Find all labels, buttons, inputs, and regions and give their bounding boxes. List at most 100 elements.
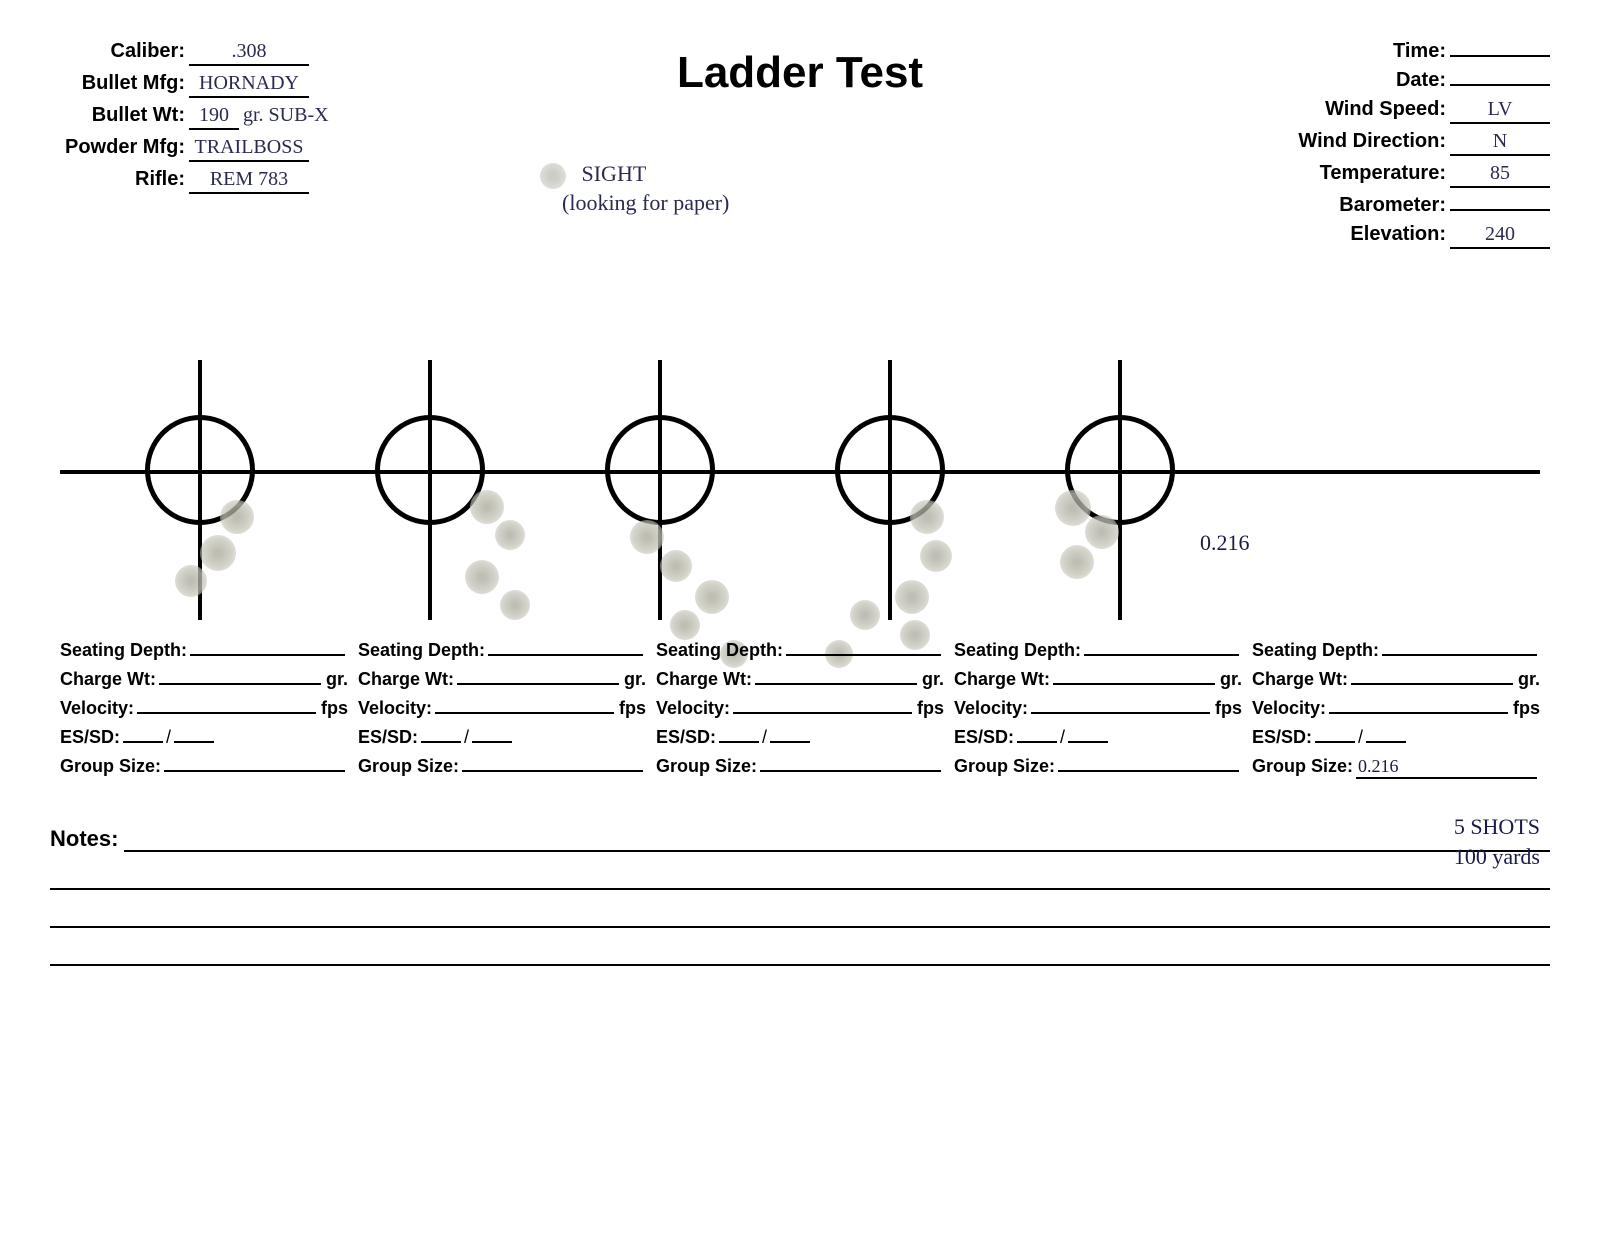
label-bullet-wt: Bullet Wt:: [50, 104, 185, 127]
row-essd: ES/SD:/: [358, 727, 646, 748]
bullet-hole: [670, 610, 700, 640]
field-elevation: Elevation: 240: [1276, 223, 1550, 249]
field-rifle: Rifle: REM 783: [50, 168, 390, 194]
row-seating-depth: Seating Depth:: [60, 640, 348, 661]
field-wind-speed: Wind Speed: LV: [1276, 98, 1550, 124]
row-group-size: Group Size:0.216: [1252, 756, 1540, 779]
right-fields: Time: Date: Wind Speed: LV Wind Directio…: [1210, 40, 1550, 249]
targets-area: 0.216: [60, 360, 1540, 620]
bullet-hole: [920, 540, 952, 572]
suffix-bullet-wt: gr. SUB-X: [243, 104, 329, 127]
row-essd: ES/SD:/: [1252, 727, 1540, 748]
row-essd: ES/SD:/: [954, 727, 1242, 748]
row-charge-wt: Charge Wt:gr.: [358, 669, 646, 690]
target-4: [825, 360, 955, 620]
data-column-2: Seating Depth: Charge Wt:gr. Velocity:fps E…: [358, 640, 646, 779]
field-bullet-mfg: Bullet Mfg: HORNADY: [50, 72, 390, 98]
row-seating-depth: Seating Depth:: [358, 640, 646, 661]
bullet-hole: [695, 580, 729, 614]
label-rifle: Rifle:: [50, 168, 185, 191]
target5-size-label: 0.216: [1200, 530, 1250, 556]
header-row: Caliber: .308 Bullet Mfg: HORNADY Bullet…: [50, 40, 1550, 249]
row-charge-wt: Charge Wt:gr.: [656, 669, 944, 690]
left-fields: Caliber: .308 Bullet Mfg: HORNADY Bullet…: [50, 40, 390, 194]
field-date: Date:: [1276, 69, 1550, 92]
value-rifle: REM 783: [189, 168, 309, 194]
row-group-size: Group Size:: [656, 756, 944, 777]
value-powder-mfg: TRAILBOSS: [189, 136, 309, 162]
smudge-icon: [540, 163, 566, 189]
row-velocity: Velocity:fps: [954, 698, 1242, 719]
bullet-hole: [220, 500, 254, 534]
row-seating-depth: Seating Depth:: [1252, 640, 1540, 661]
value-wind-direction: N: [1450, 130, 1550, 156]
notes-first-line: Notes:: [50, 820, 1550, 852]
value-temperature: 85: [1450, 162, 1550, 188]
value-caliber: .308: [189, 40, 309, 66]
bullet-hole: [470, 490, 504, 524]
value-bullet-wt: 190: [189, 104, 239, 130]
value-barometer: [1450, 208, 1550, 211]
bullet-hole: [895, 580, 929, 614]
row-charge-wt: Charge Wt:gr.: [1252, 669, 1540, 690]
bullet-hole: [910, 500, 944, 534]
bullet-hole: [1055, 490, 1091, 526]
data-column-5: Seating Depth: Charge Wt:gr. Velocity:fps E…: [1252, 640, 1540, 779]
bullet-hole: [1060, 545, 1094, 579]
field-caliber: Caliber: .308: [50, 40, 390, 66]
row-velocity: Velocity:fps: [60, 698, 348, 719]
notes-line-3: [50, 896, 1550, 928]
label-temperature: Temperature:: [1276, 162, 1446, 185]
label-powder-mfg: Powder Mfg:: [50, 136, 185, 159]
horizontal-line: [60, 470, 1540, 474]
row-group-size: Group Size:: [60, 756, 348, 777]
bullet-hole: [630, 520, 664, 554]
field-wind-direction: Wind Direction: N: [1276, 130, 1550, 156]
bullet-hole: [660, 550, 692, 582]
value-bullet-mfg: HORNADY: [189, 72, 309, 98]
bullet-hole: [850, 600, 880, 630]
bullet-hole: [1085, 515, 1119, 549]
label-elevation: Elevation:: [1276, 223, 1446, 246]
row-seating-depth: Seating Depth:: [954, 640, 1242, 661]
value-wind-speed: LV: [1450, 98, 1550, 124]
row-charge-wt: Charge Wt:gr.: [954, 669, 1242, 690]
row-charge-wt: Charge Wt:gr.: [60, 669, 348, 690]
center-note-line2: (looking for paper): [562, 190, 729, 215]
field-powder-mfg: Powder Mfg: TRAILBOSS: [50, 136, 390, 162]
label-caliber: Caliber:: [50, 40, 185, 63]
side-note-line2: 100 yards: [1454, 844, 1540, 869]
side-note: 5 SHOTS 100 yards: [1454, 812, 1540, 871]
bullet-hole: [465, 560, 499, 594]
field-barometer: Barometer:: [1276, 194, 1550, 217]
field-temperature: Temperature: 85: [1276, 162, 1550, 188]
side-note-line1: 5 SHOTS: [1454, 814, 1540, 839]
row-seating-depth: Seating Depth:: [656, 640, 944, 661]
row-group-size: Group Size:: [954, 756, 1242, 777]
center-note-line1: SIGHT: [582, 161, 647, 186]
center-note: SIGHT (looking for paper): [540, 160, 729, 218]
row-velocity: Velocity:fps: [1252, 698, 1540, 719]
value-time: [1450, 54, 1550, 57]
row-essd: ES/SD:/: [656, 727, 944, 748]
page-title: Ladder Test: [390, 48, 1210, 98]
data-section: Seating Depth: Charge Wt:gr. Velocity:fps E…: [60, 640, 1540, 779]
field-time: Time:: [1276, 40, 1550, 63]
notes-line-1: [124, 820, 1550, 852]
label-wind-direction: Wind Direction:: [1276, 130, 1446, 153]
bullet-hole: [175, 565, 207, 597]
row-velocity: Velocity:fps: [358, 698, 646, 719]
label-bullet-mfg: Bullet Mfg:: [50, 72, 185, 95]
data-column-4: Seating Depth: Charge Wt:gr. Velocity:fps E…: [954, 640, 1242, 779]
notes-line-2: [50, 858, 1550, 890]
bullet-hole: [200, 535, 236, 571]
label-date: Date:: [1276, 69, 1446, 92]
label-barometer: Barometer:: [1276, 194, 1446, 217]
row-velocity: Velocity:fps: [656, 698, 944, 719]
label-time: Time:: [1276, 40, 1446, 63]
data-column-3: Seating Depth: Charge Wt:gr. Velocity:fps E…: [656, 640, 944, 779]
bullet-hole: [495, 520, 525, 550]
bullet-hole: [500, 590, 530, 620]
notes-label: Notes:: [50, 826, 118, 852]
notes-section: Notes:: [50, 820, 1550, 966]
